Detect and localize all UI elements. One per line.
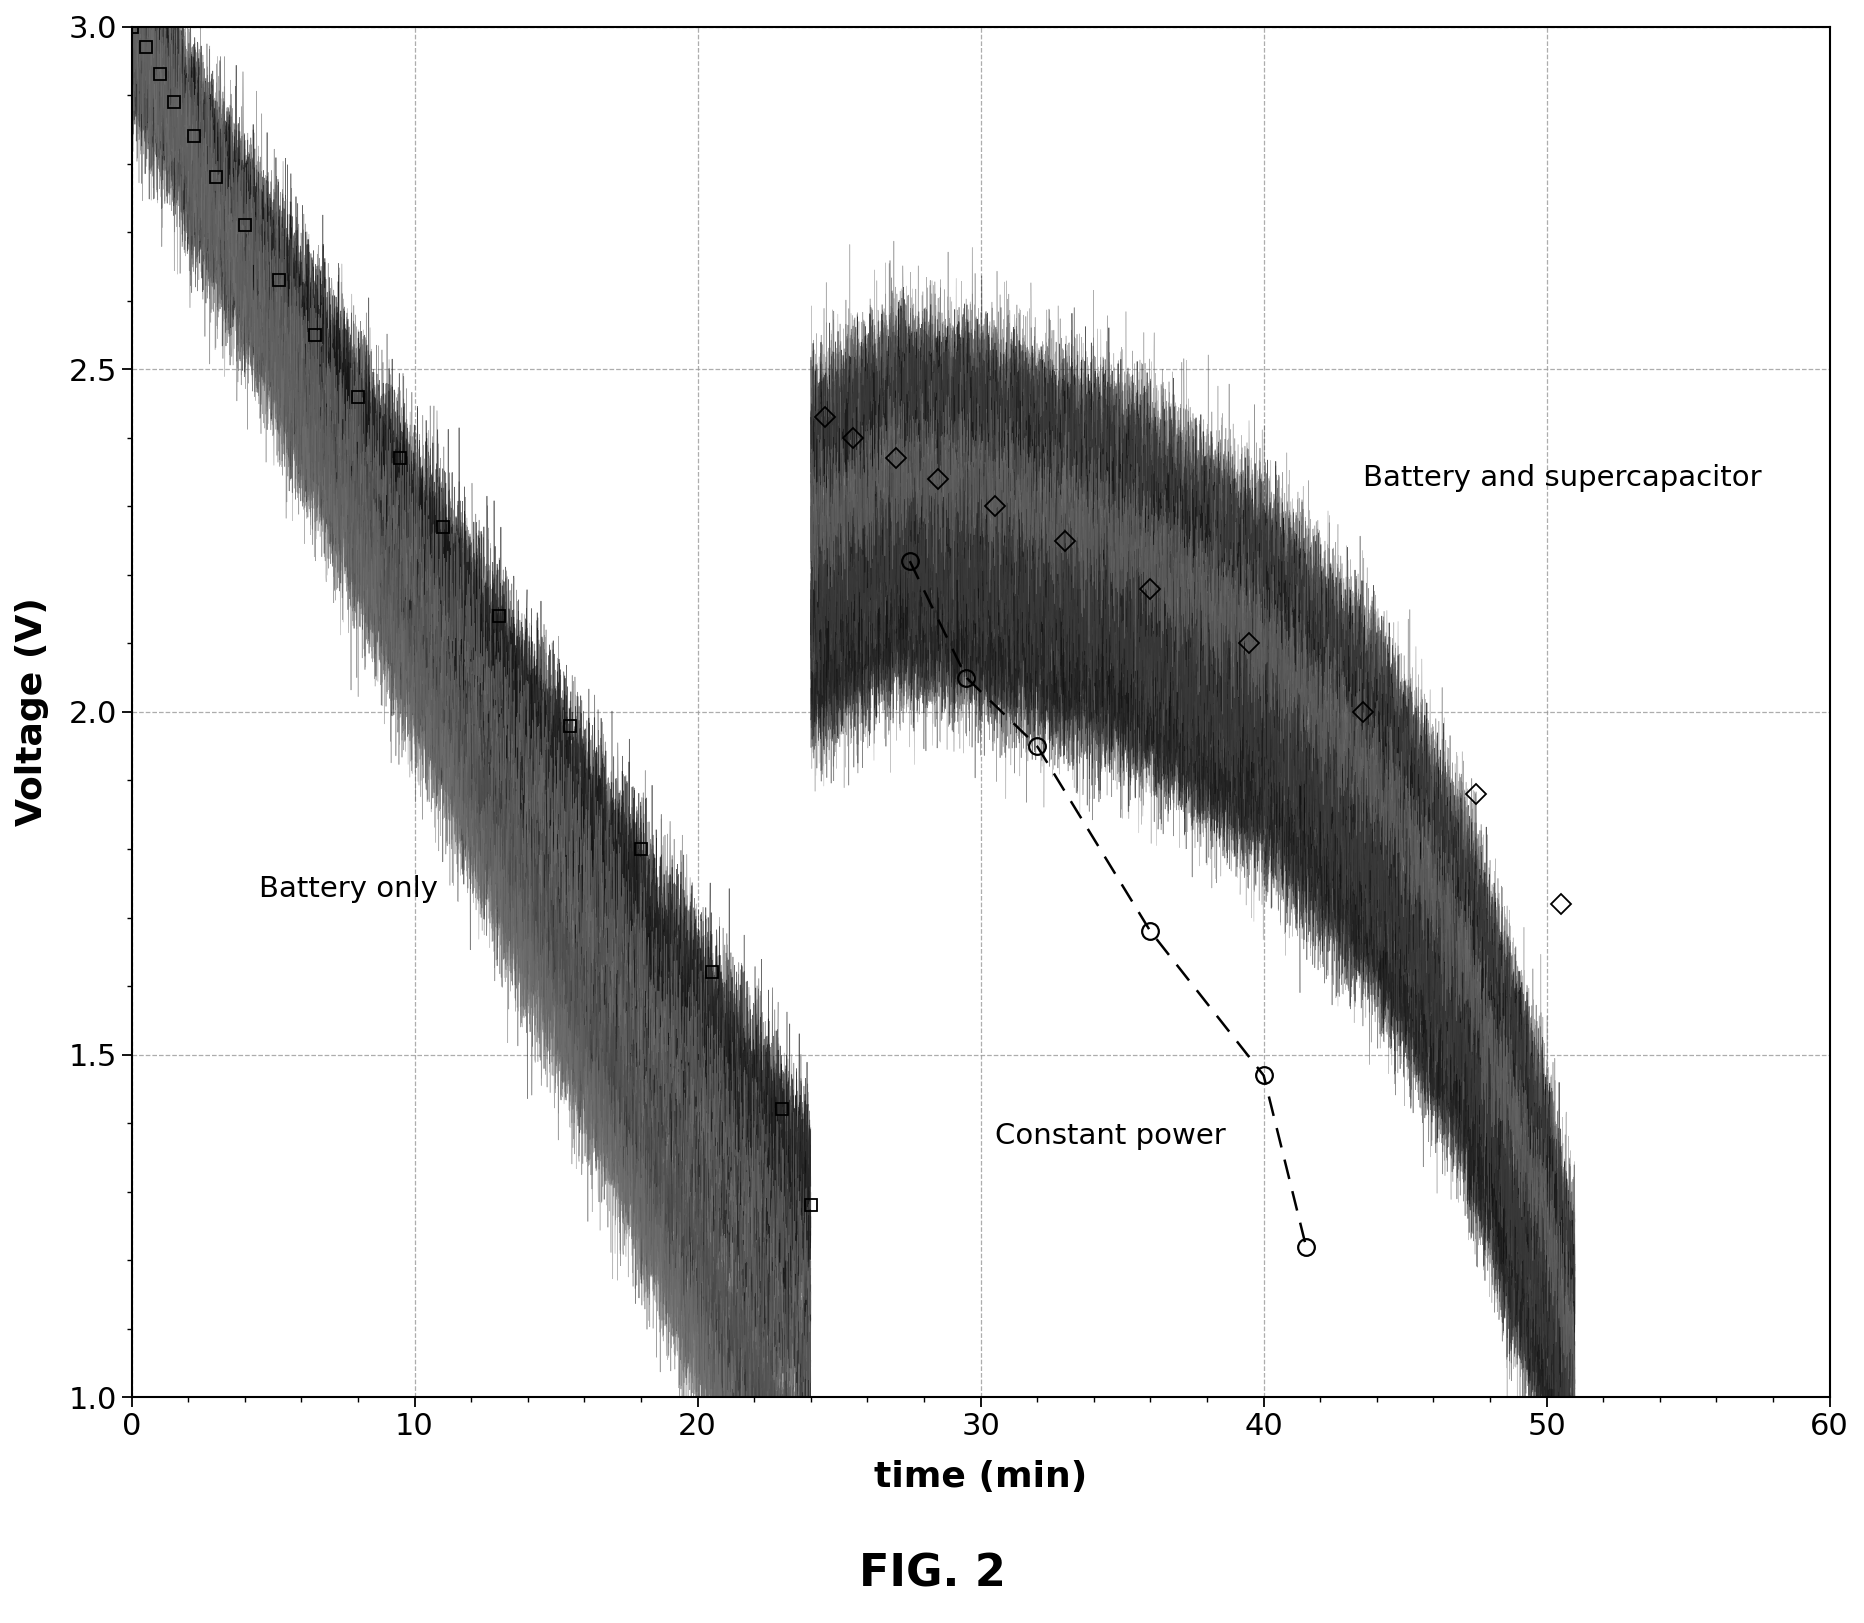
Text: Battery and supercapacitor: Battery and supercapacitor [1363, 464, 1761, 492]
X-axis label: time (min): time (min) [874, 1461, 1087, 1495]
Text: FIG. 2: FIG. 2 [859, 1553, 1005, 1595]
Y-axis label: Voltage (V): Voltage (V) [15, 597, 48, 826]
Text: Battery only: Battery only [259, 875, 438, 902]
Text: Constant power: Constant power [995, 1121, 1225, 1149]
